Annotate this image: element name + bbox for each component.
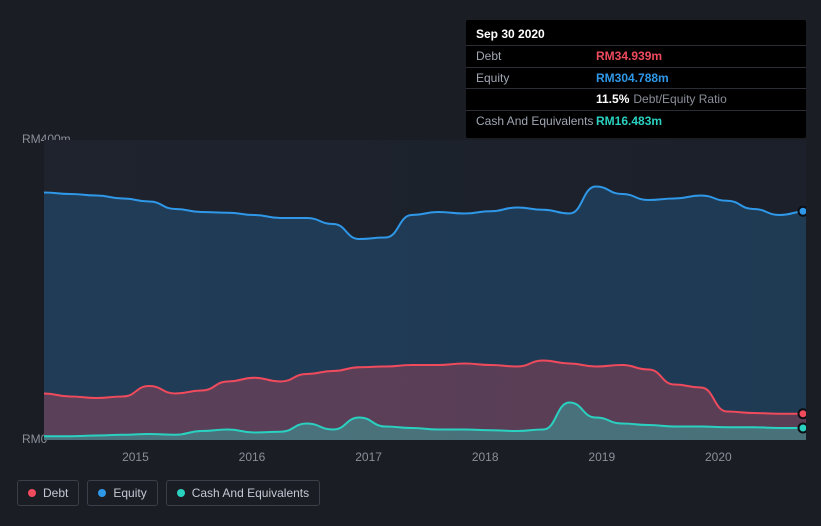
tooltip-row: Cash And EquivalentsRM16.483m	[466, 110, 806, 132]
tooltip-row: 11.5%Debt/Equity Ratio	[466, 88, 806, 110]
legend-item-debt[interactable]: Debt	[17, 480, 79, 506]
chart-svg	[44, 140, 806, 440]
x-tick-label: 2018	[472, 450, 499, 464]
x-tick-label: 2019	[588, 450, 615, 464]
series-end-dot	[799, 424, 807, 433]
tooltip-ratio: 11.5%Debt/Equity Ratio	[596, 91, 727, 108]
tooltip-row-value: RM16.483m	[596, 113, 662, 130]
tooltip-row: EquityRM304.788m	[466, 67, 806, 89]
tooltip-row-label: Debt	[476, 48, 596, 65]
tooltip-row-value: RM34.939m	[596, 48, 662, 65]
tooltip-panel: Sep 30 2020DebtRM34.939mEquityRM304.788m…	[466, 20, 806, 138]
legend-dot-icon	[28, 489, 36, 497]
legend-dot-icon	[177, 489, 185, 497]
legend-item-cash-and-equivalents[interactable]: Cash And Equivalents	[166, 480, 320, 506]
chart-plot-area[interactable]	[44, 140, 806, 440]
legend-label: Debt	[43, 486, 68, 500]
tooltip-row-value: RM304.788m	[596, 70, 669, 87]
x-tick-label: 2020	[705, 450, 732, 464]
tooltip-row-label	[476, 91, 596, 108]
x-axis: 2015 2016 2017 2018 2019 2020	[44, 444, 806, 464]
x-tick-label: 2016	[239, 450, 266, 464]
legend-label: Equity	[113, 486, 146, 500]
x-tick-label: 2015	[122, 450, 149, 464]
tooltip-row-label: Cash And Equivalents	[476, 113, 596, 130]
tooltip-date: Sep 30 2020	[466, 26, 806, 45]
legend: Debt Equity Cash And Equivalents	[17, 480, 320, 506]
legend-dot-icon	[98, 489, 106, 497]
tooltip-row-label: Equity	[476, 70, 596, 87]
legend-label: Cash And Equivalents	[192, 486, 309, 500]
x-tick-label: 2017	[355, 450, 382, 464]
series-end-dot	[799, 409, 807, 418]
series-end-dot	[799, 207, 807, 216]
legend-item-equity[interactable]: Equity	[87, 480, 157, 506]
tooltip-row: DebtRM34.939m	[466, 45, 806, 67]
